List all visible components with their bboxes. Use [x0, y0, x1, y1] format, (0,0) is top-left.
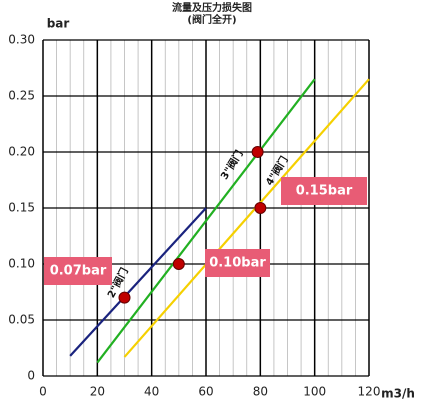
- y-tick-label: 0.20: [8, 145, 35, 159]
- x-axis-label: m3/h: [381, 387, 415, 401]
- y-tick-label: 0.05: [8, 313, 35, 327]
- x-tick-label: 20: [90, 385, 105, 399]
- data-point: [251, 146, 264, 158]
- series-line: [69, 207, 207, 357]
- label-box: [281, 177, 367, 205]
- chart-subtitle: (阀门全开): [187, 13, 236, 26]
- y-tick-label: 0.15: [8, 201, 35, 215]
- x-tick-label: 0: [39, 385, 47, 399]
- data-point: [172, 258, 185, 270]
- chart-title: 流量及压力损失图: [172, 1, 252, 14]
- y-tick-label: 0.25: [8, 89, 35, 103]
- label-box: [44, 257, 112, 285]
- data-point: [118, 291, 131, 304]
- value-label: 0.15bar: [296, 184, 353, 199]
- value-label: 0.07bar: [50, 264, 107, 279]
- x-tick-label: 100: [303, 385, 326, 399]
- x-tick-label: 60: [198, 385, 213, 399]
- y-axis-label: bar: [47, 17, 70, 31]
- x-tick-label: 40: [144, 385, 159, 399]
- y-tick-label: 0.30: [8, 33, 35, 47]
- value-label: 0.10bar: [209, 256, 266, 271]
- x-tick-label: 120: [358, 385, 381, 399]
- series-label: 3"阀门: [218, 148, 246, 182]
- y-tick-label: 0.10: [8, 257, 35, 271]
- label-box: [205, 249, 270, 277]
- series-line: [123, 78, 370, 358]
- y-tick-label: 0: [27, 369, 35, 383]
- series-line: [96, 78, 316, 364]
- data-point: [254, 202, 267, 214]
- x-tick-label: 80: [253, 385, 268, 399]
